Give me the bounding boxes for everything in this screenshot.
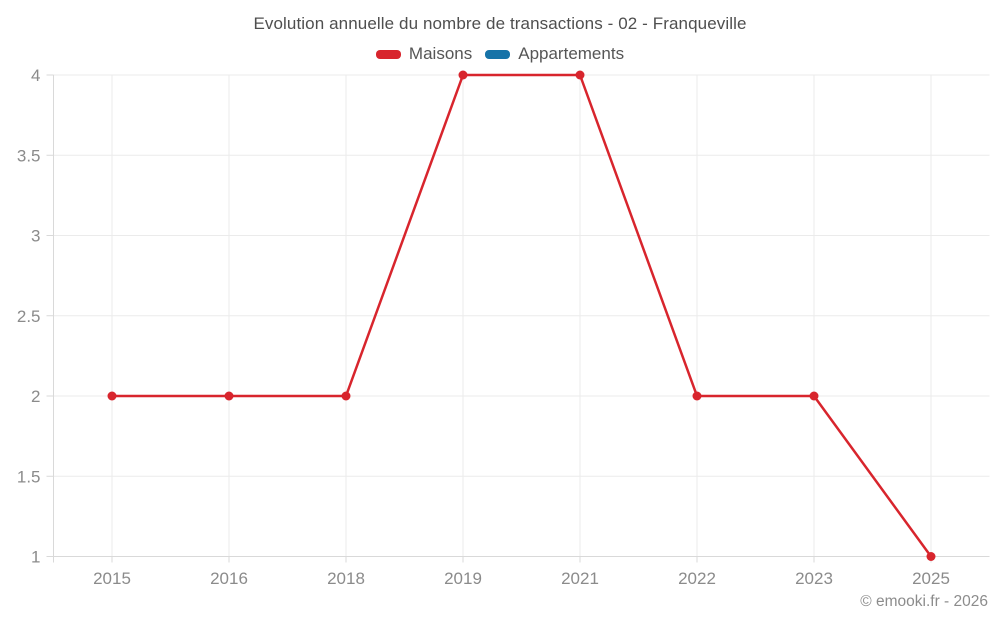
y-axis-tick-label: 1 [31,548,40,567]
x-axis-tick-label: 2018 [327,569,365,588]
x-axis-tick-label: 2019 [444,569,482,588]
x-axis-tick-label: 2015 [93,569,131,588]
y-axis-tick-label: 3.5 [17,146,41,165]
y-axis-tick-label: 2.5 [17,307,41,326]
y-axis-tick-label: 1.5 [17,467,41,486]
y-axis-tick-label: 3 [31,227,40,246]
legend-label-appartements: Appartements [518,44,625,63]
x-axis-tick-label: 2023 [795,569,833,588]
data-point-maisons-2018[interactable] [341,391,351,401]
data-point-maisons-2019[interactable] [458,70,468,80]
chart-title: Evolution annuelle du nombre de transact… [253,14,747,33]
legend-label-maisons: Maisons [408,44,473,63]
y-axis-tick-label: 4 [31,66,40,85]
x-axis-tick-label: 2025 [912,569,950,588]
x-axis-tick-label: 2016 [210,569,248,588]
x-axis-tick-label: 2022 [678,569,716,588]
series-line-maisons [110,73,933,558]
chart-legend: Maisons Appartements [0,43,1000,65]
legend-swatch-maisons-icon [375,49,401,59]
data-point-maisons-2016[interactable] [224,391,234,401]
data-point-maisons-2025[interactable] [926,552,936,561]
x-axis-tick-label: 2021 [561,569,599,588]
copyright-text: © emooki.fr - 2026 [860,593,988,610]
data-point-maisons-2023[interactable] [809,391,819,401]
legend-item-maisons[interactable]: Maisons [375,44,473,64]
legend-swatch-appartements-icon [485,49,511,59]
legend-item-appartements[interactable]: Appartements [485,44,624,64]
data-point-maisons-2022[interactable] [692,391,702,401]
data-point-maisons-2021[interactable] [575,70,585,80]
data-point-maisons-2015[interactable] [107,391,117,401]
y-axis-tick-label: 2 [31,387,40,406]
